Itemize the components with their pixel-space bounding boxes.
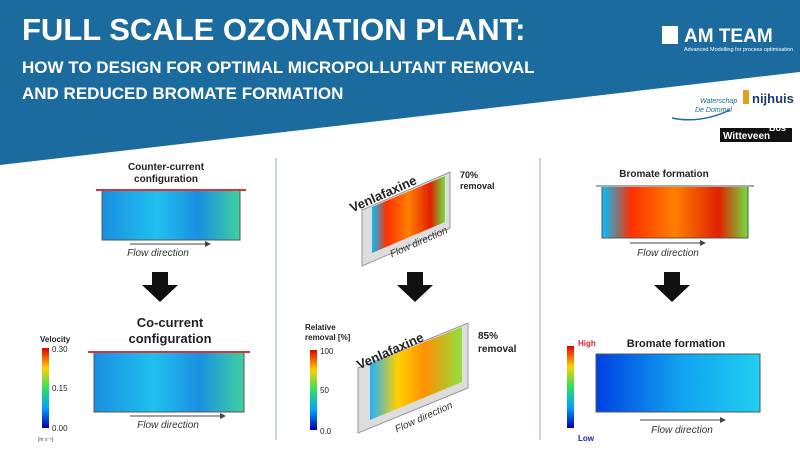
logo-tagline: Advanced Modelling for process optimisat… (684, 47, 793, 53)
cfd-image (101, 189, 241, 241)
colorbar-tick: 0.15 (52, 384, 68, 393)
panel-note: 85% (478, 331, 498, 342)
cfd-image (601, 185, 749, 239)
header-band (0, 0, 800, 165)
panel-title: configuration (128, 331, 211, 346)
panel-title: Counter-current (128, 162, 205, 173)
partner-text: Bos (769, 123, 786, 133)
partner-text: De Dommel (695, 107, 732, 114)
cfd-image (93, 351, 245, 413)
colorbar-label: removal [%] (305, 333, 351, 342)
colorbar (42, 348, 49, 428)
colorbar-tick: 0.0 (320, 427, 332, 436)
flow-arrowhead (700, 240, 706, 246)
colorbar-unit: [m s⁻¹] (38, 437, 54, 443)
panel-title: Co-current (137, 315, 204, 330)
caption: Flow direction (637, 248, 699, 259)
partner-swoosh (671, 109, 731, 121)
partner-text: Witteveen (723, 131, 770, 142)
flow-arrowhead (220, 413, 226, 419)
cfd-image (595, 353, 761, 413)
panel-title: Bromate formation (627, 338, 726, 350)
logo-mark (662, 26, 678, 44)
subtitle: AND REDUCED BROMATE FORMATION (22, 84, 343, 103)
down-arrow (142, 272, 178, 302)
cfd-image (370, 327, 462, 420)
panel-note: removal (478, 344, 517, 355)
colorbar-label: Relative (305, 323, 336, 332)
caption: Flow direction (137, 420, 199, 431)
logo-name: AM TEAM (684, 26, 773, 47)
colorbar-tick: High (578, 339, 596, 348)
colorbar-tick: 0.30 (52, 345, 68, 354)
colorbar-tick: 100 (320, 347, 334, 356)
partner-box (720, 128, 792, 142)
down-arrow (397, 272, 433, 302)
down-arrow (654, 272, 690, 302)
colorbar-tick: 50 (320, 386, 329, 395)
panel-note: 70% (460, 170, 478, 180)
colorbar-tick: 0.00 (52, 424, 68, 433)
flow-arrowhead (720, 417, 726, 423)
colorbar (567, 346, 574, 428)
caption: Flow direction (127, 248, 189, 259)
partner-text: nijhuis (752, 91, 794, 106)
caption: Flow direction (651, 425, 713, 436)
panel-title: configuration (134, 174, 198, 185)
flow-arrowhead (205, 241, 211, 247)
subtitle: HOW TO DESIGN FOR OPTIMAL MICROPOLLUTANT… (22, 58, 535, 77)
partner-text: Waterschap (700, 98, 737, 105)
title: FULL SCALE OZONATION PLANT: (22, 12, 525, 47)
panel-title: Bromate formation (619, 169, 708, 180)
panel-note: removal (460, 181, 495, 191)
partner-mark (743, 90, 749, 104)
colorbar-label: Velocity (40, 335, 71, 344)
colorbar-tick: Low (578, 434, 595, 443)
colorbar (310, 350, 317, 430)
cfd-image (372, 176, 445, 253)
